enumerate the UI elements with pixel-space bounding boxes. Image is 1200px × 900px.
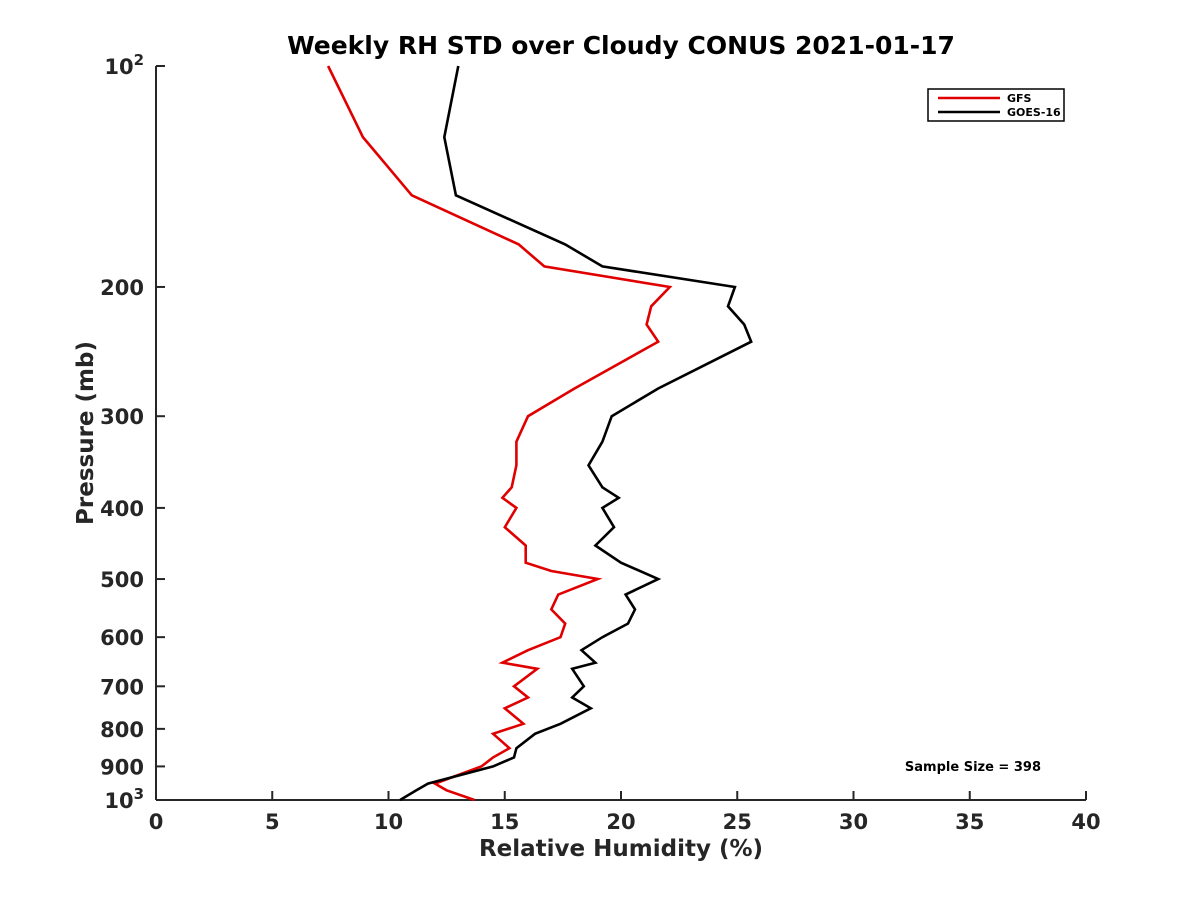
y-tick-label: 200 (100, 276, 144, 300)
x-tick-label: 40 (1071, 810, 1100, 834)
x-tick-label: 25 (723, 810, 752, 834)
y-tick-label: 400 (100, 497, 144, 521)
series-group (326, 65, 753, 802)
axes: 0 5 10 15 20 25 30 35 40 102 200 300 400 500 600 700 800… (100, 51, 1100, 834)
legend-label: GOES-16 (1007, 106, 1061, 119)
x-tick-label: 0 (149, 810, 164, 834)
y-tick-label: 900 (100, 755, 144, 779)
y-tick-label: 103 (104, 785, 144, 813)
y-tick-label: 700 (100, 675, 144, 699)
y-tick-label: 600 (100, 626, 144, 650)
chart-title: Weekly RH STD over Cloudy CONUS 2021-01-… (287, 31, 955, 60)
x-axis-label: Relative Humidity (%) (479, 836, 763, 862)
legend-label: GFS (1007, 92, 1032, 105)
series-line-gfs (326, 65, 673, 802)
x-tick-label: 10 (374, 810, 403, 834)
legend-box (927, 88, 1065, 122)
x-tick-label: 30 (839, 810, 868, 834)
y-tick-label: 300 (100, 405, 144, 429)
series-line-goes-16 (399, 65, 753, 802)
x-tick-label: 20 (606, 810, 635, 834)
y-tick-label: 102 (104, 51, 144, 79)
x-tick-label: 15 (490, 810, 519, 834)
x-tick-label: 5 (265, 810, 280, 834)
sample-size-annotation: Sample Size = 398 (905, 760, 1041, 775)
x-tick-label: 35 (955, 810, 984, 834)
y-tick-label: 500 (100, 568, 144, 592)
y-axis-label: Pressure (mb) (73, 341, 99, 525)
y-tick-label: 800 (100, 718, 144, 742)
